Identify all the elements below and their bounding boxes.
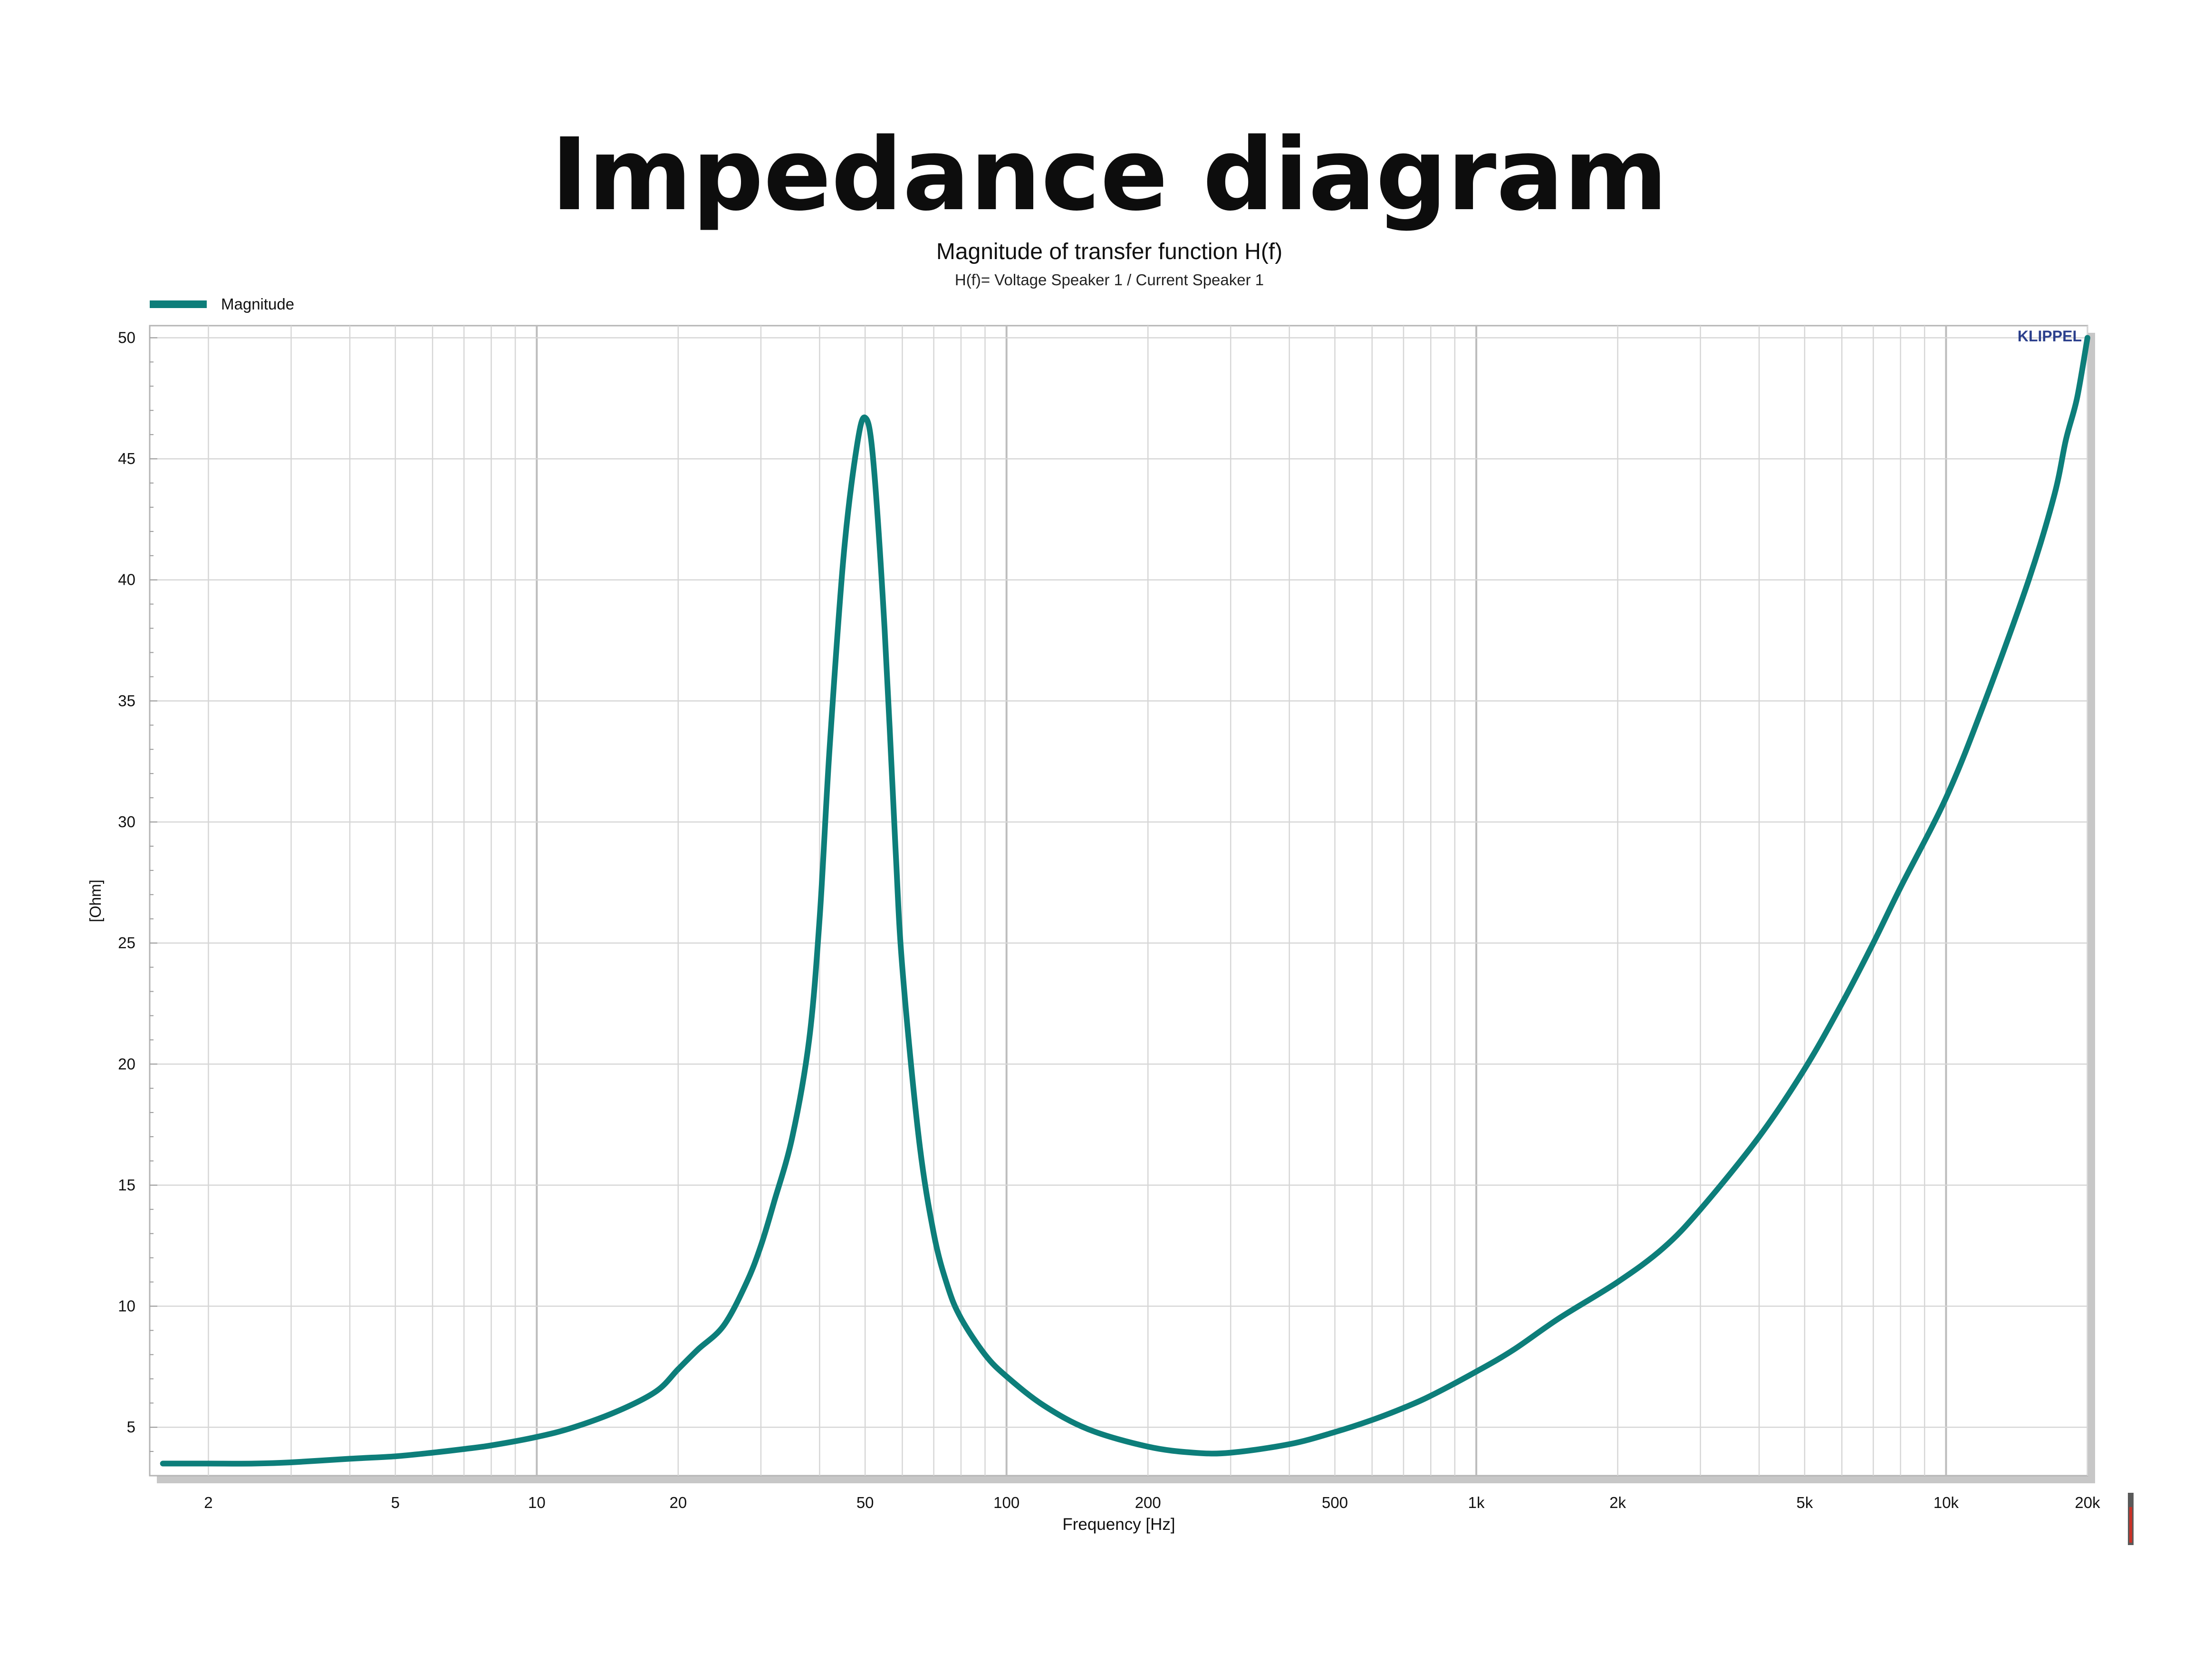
series-layer (160, 335, 2090, 1467)
x-tick-label: 100 (993, 1494, 1019, 1511)
scroll-handle[interactable] (2128, 1493, 2134, 1545)
y-tick-label: 25 (118, 934, 135, 952)
y-tick-label: 45 (118, 450, 135, 467)
plot-shadow-right (2087, 333, 2095, 1483)
y-tick-label: 30 (118, 813, 135, 831)
plot-area (149, 325, 2088, 1477)
y-tick-label: 20 (118, 1055, 135, 1073)
plot-shadow-bottom (157, 1476, 2095, 1483)
page-title: Impedance diagram (551, 116, 1668, 233)
grid (150, 326, 2088, 1476)
y-tick-label: 40 (118, 571, 135, 589)
y-tick-label: 10 (118, 1297, 135, 1315)
legend: Magnitude (150, 295, 294, 313)
y-tick-label: 35 (118, 692, 135, 709)
x-tick-label: 10 (528, 1494, 546, 1511)
series-line-magnitude (160, 335, 2090, 1467)
brand-label: KLIPPEL (2018, 328, 2082, 345)
x-tick-label: 20k (2075, 1494, 2100, 1511)
x-tick-label: 5 (391, 1494, 400, 1511)
scroll-handle-marker (2129, 1507, 2132, 1543)
chart-title: Magnitude of transfer function H(f) (936, 239, 1282, 264)
x-tick-label: 200 (1135, 1494, 1161, 1511)
x-tick-label: 10k (1933, 1494, 1959, 1511)
x-tick-label: 50 (856, 1494, 874, 1511)
x-tick-label: 1k (1468, 1494, 1485, 1511)
x-tick-label: 2 (204, 1494, 212, 1511)
y-axis-label: [Ohm] (87, 880, 104, 922)
legend-label-magnitude: Magnitude (221, 295, 294, 313)
y-tick-label: 15 (118, 1176, 135, 1194)
x-tick-label: 500 (1322, 1494, 1348, 1511)
x-axis-label: Frequency [Hz] (1062, 1515, 1175, 1534)
chart-subtitle: H(f)= Voltage Speaker 1 / Current Speake… (955, 271, 1264, 289)
x-tick-label: 2k (1609, 1494, 1626, 1511)
x-tick-label: 20 (670, 1494, 687, 1511)
x-tick-label: 5k (1797, 1494, 1813, 1511)
x-axis-ticks: 2 5 10 20 50 100 200 500 1k 2k 5k 10k 20k (204, 1494, 2100, 1511)
y-tick-label: 50 (118, 329, 135, 346)
y-tick-label: 5 (127, 1418, 135, 1436)
y-axis-ticks: 5 10 15 20 25 30 35 40 45 50 (118, 329, 135, 1436)
